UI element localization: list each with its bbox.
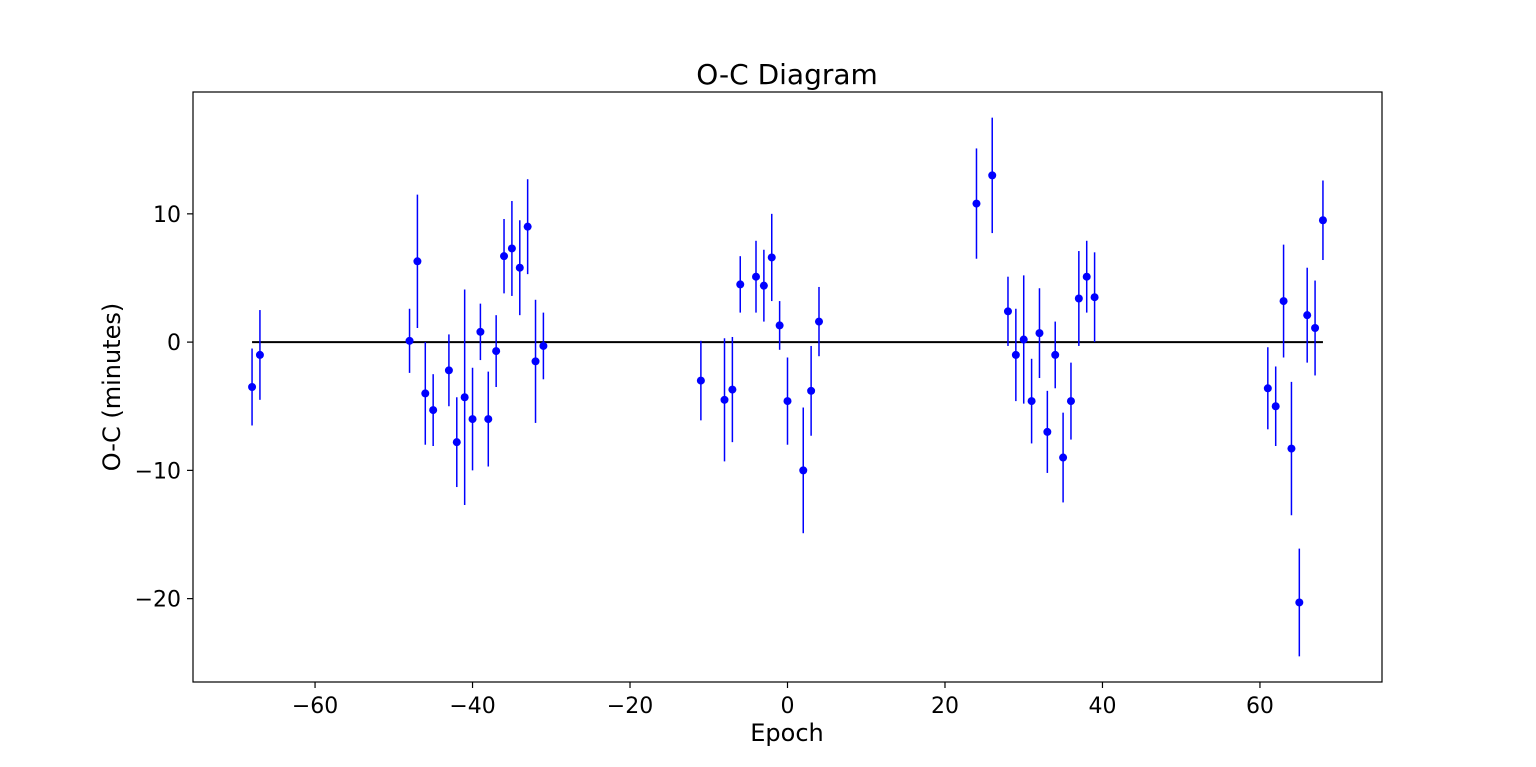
data-point — [752, 272, 761, 281]
data-point — [1043, 427, 1052, 436]
data-point — [1027, 397, 1036, 406]
data-point — [1003, 307, 1012, 316]
y-axis-ticks: −20 −10 0 10 — [135, 203, 193, 613]
data-point — [783, 397, 792, 406]
data-point — [767, 253, 776, 262]
data-point — [492, 347, 501, 356]
x-tick-label: −20 — [607, 694, 653, 719]
data-point — [468, 415, 477, 424]
data-point — [507, 244, 516, 253]
data-point — [405, 336, 414, 345]
plot-area — [248, 117, 1327, 657]
data-point — [1287, 444, 1296, 453]
x-tick-label: 40 — [1088, 694, 1116, 719]
data-points — [248, 171, 1327, 607]
data-point — [452, 438, 461, 447]
data-point — [1035, 329, 1044, 338]
y-tick-label: −10 — [135, 459, 181, 484]
data-point — [1074, 294, 1083, 303]
data-point — [814, 317, 823, 326]
data-point — [444, 366, 453, 375]
data-point — [1311, 324, 1320, 332]
data-point — [1271, 402, 1280, 411]
data-point — [539, 341, 548, 350]
data-point — [429, 406, 438, 415]
data-point — [460, 393, 469, 402]
data-point — [799, 466, 808, 475]
data-point — [1059, 453, 1068, 462]
data-point — [523, 222, 532, 231]
data-point — [1090, 293, 1099, 302]
data-point — [1303, 311, 1312, 320]
data-point — [1082, 272, 1091, 281]
data-point — [1318, 216, 1327, 225]
x-tick-label: −40 — [449, 694, 495, 719]
data-point — [248, 383, 257, 391]
y-axis-label: O-C (minutes) — [98, 303, 126, 471]
data-point — [988, 171, 997, 180]
data-point — [531, 357, 540, 366]
data-point — [972, 199, 981, 208]
x-axis-ticks: −60 −40 −20 0 20 40 60 — [292, 682, 1274, 719]
x-tick-label: 60 — [1246, 694, 1274, 719]
data-point — [1011, 350, 1020, 359]
data-point — [1051, 350, 1060, 359]
data-point — [1279, 297, 1288, 306]
data-point — [421, 389, 430, 398]
data-point — [1295, 598, 1304, 607]
y-tick-label: −20 — [135, 588, 181, 613]
data-point — [484, 415, 493, 424]
data-point — [476, 327, 485, 336]
x-tick-label: −60 — [292, 694, 338, 719]
data-point — [1066, 397, 1075, 406]
y-tick-label: 10 — [153, 203, 181, 228]
data-point — [720, 395, 729, 404]
chart-title: O-C Diagram — [696, 58, 878, 91]
y-tick-label: 0 — [167, 331, 181, 356]
data-point — [413, 257, 422, 266]
data-point — [500, 252, 509, 261]
data-point — [255, 350, 264, 359]
data-point — [728, 385, 737, 394]
data-point — [736, 280, 745, 289]
data-point — [696, 376, 705, 385]
x-tick-label: 0 — [781, 694, 795, 719]
x-axis-label: Epoch — [750, 719, 824, 747]
data-point — [1019, 335, 1028, 344]
data-point — [1263, 384, 1272, 393]
data-point — [775, 321, 784, 330]
x-tick-label: 20 — [931, 694, 959, 719]
data-point — [515, 263, 524, 272]
data-point — [759, 281, 768, 290]
data-point — [807, 386, 816, 395]
